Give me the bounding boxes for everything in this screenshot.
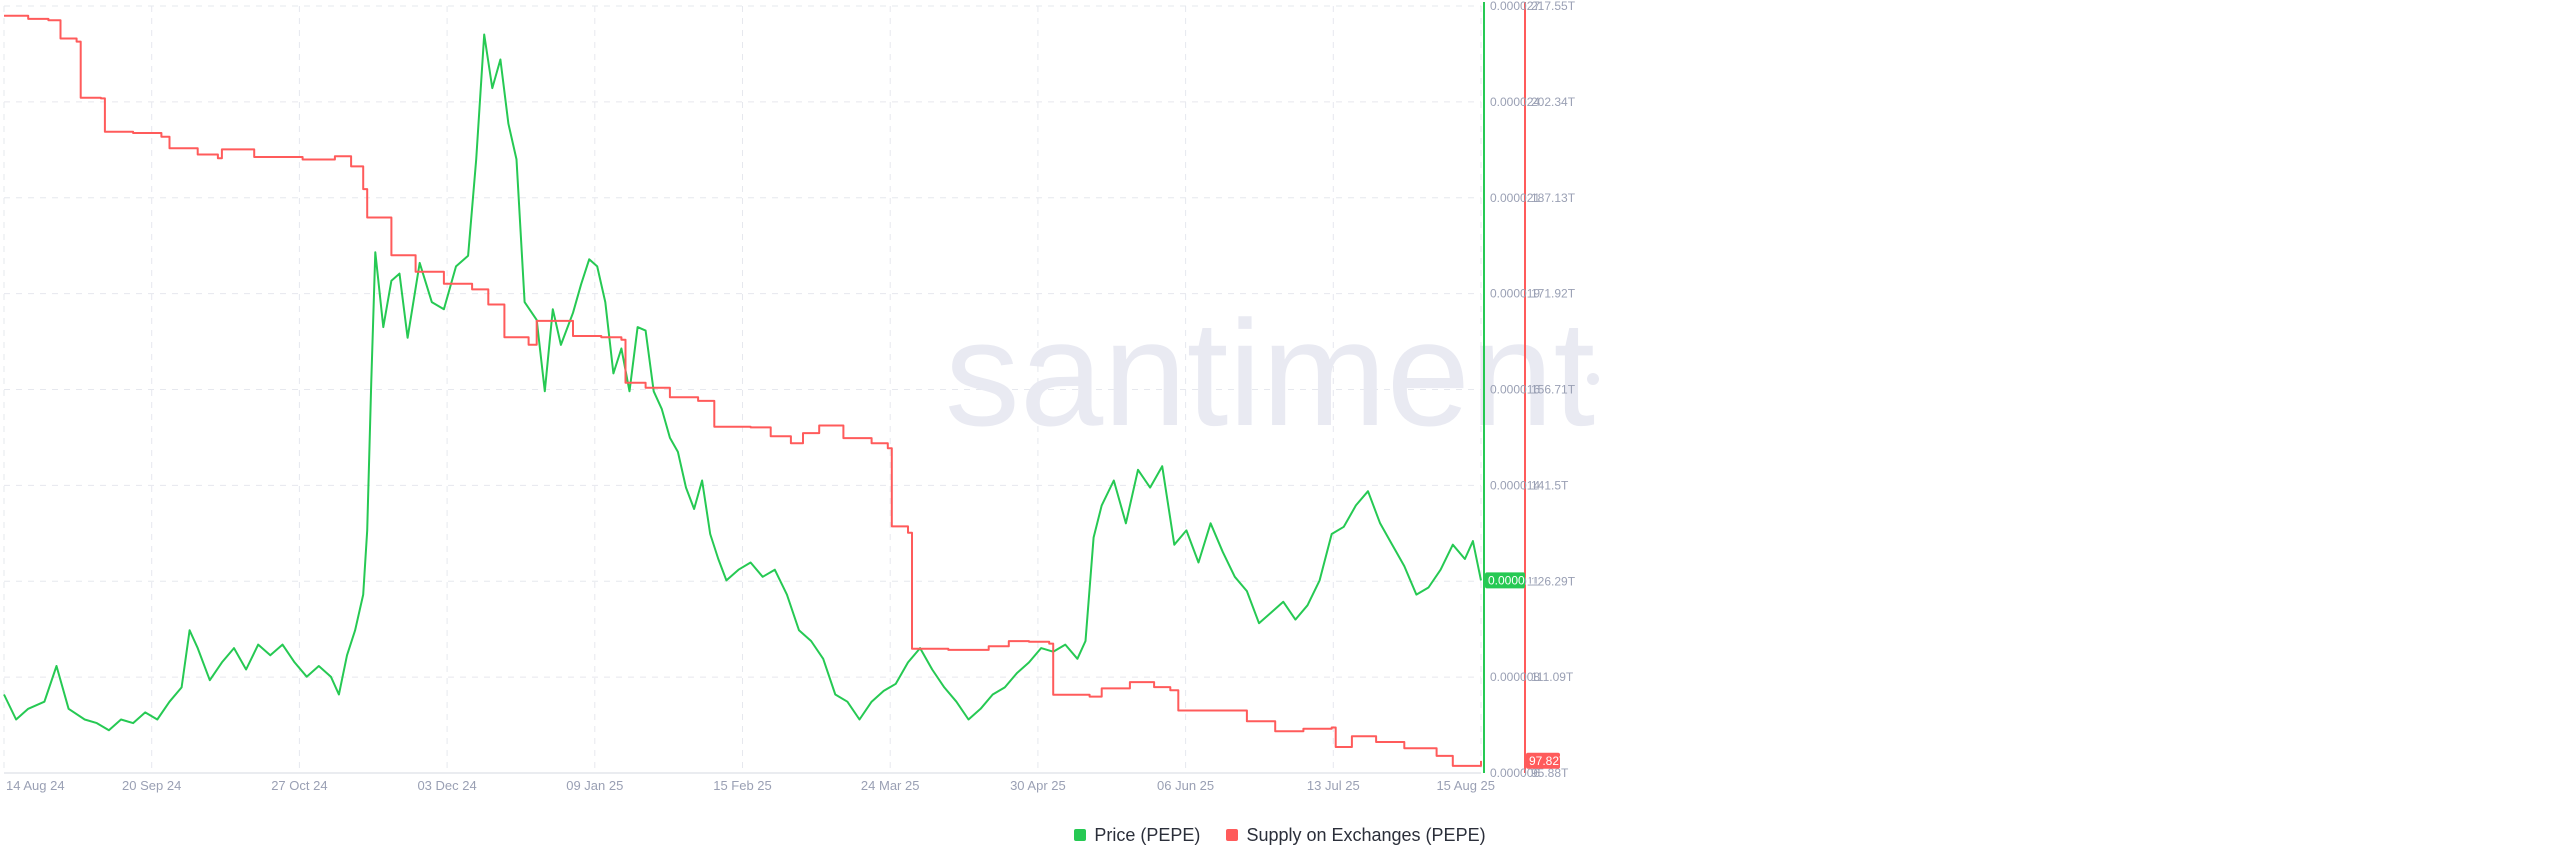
supply-tick-label: 111.09T	[1531, 670, 1574, 684]
legend-swatch-supply	[1226, 829, 1239, 841]
x-tick-label: 24 Mar 25	[861, 778, 920, 793]
price-tick-label: 0.000008	[1490, 670, 1540, 684]
x-tick-label: 15 Feb 25	[713, 778, 772, 793]
supply-current-badge	[1526, 752, 1560, 769]
price-tick-label: 0.000019	[1490, 287, 1540, 301]
price-tick-label: 0.000016	[1490, 383, 1540, 397]
supply-tick-label: 217.55T	[1531, 0, 1576, 13]
price-current-badge	[1485, 572, 1525, 589]
supply-tick-label: 202.34T	[1531, 95, 1576, 109]
legend-item-price[interactable]: Price (PEPE)	[1074, 825, 1200, 846]
supply-tick-label: 126.29T	[1531, 574, 1576, 588]
price-tick-label: 0.000027	[1490, 0, 1540, 13]
price-tick-label: 0.000021	[1490, 191, 1540, 205]
chart-legend: Price (PEPE) Supply on Exchanges (PEPE)	[0, 820, 2560, 850]
legend-item-supply[interactable]: Supply on Exchanges (PEPE)	[1226, 824, 1486, 846]
price-tick-label: 0.000024	[1490, 95, 1540, 109]
santiment-watermark: santiment	[945, 289, 1595, 457]
x-tick-label: 30 Apr 25	[1010, 778, 1066, 793]
legend-swatch-price	[1074, 829, 1087, 841]
legend-label-price: Price (PEPE)	[1094, 824, 1201, 845]
supply-tick-label: 95.88T	[1531, 766, 1569, 780]
x-tick-label: 20 Sep 24	[122, 778, 181, 793]
axes	[4, 2, 1526, 774]
watermark-dot	[1587, 373, 1599, 385]
x-tick-label: 15 Aug 25	[1436, 778, 1495, 793]
supply-tick-label: 141.5T	[1531, 478, 1569, 492]
grid-lines	[3, 5, 1482, 774]
supply-current-value: 97.82T	[1529, 754, 1567, 768]
price-current-value: 0.000011	[1488, 573, 1537, 587]
x-tick-label: 03 Dec 24	[417, 778, 476, 793]
legend-label-supply: Supply on Exchanges (PEPE)	[1246, 824, 1486, 845]
price-series-line	[3, 33, 1482, 732]
supply-tick-label: 171.92T	[1531, 287, 1576, 301]
supply-tick-label: 156.71T	[1531, 383, 1576, 397]
x-tick-label: 06 Jun 25	[1157, 778, 1214, 793]
price-tick-label: 0.000014	[1490, 478, 1540, 492]
supply-tick-label: 187.13T	[1531, 191, 1576, 205]
series	[3, 14, 1482, 767]
x-tick-label: 14 Aug 24	[6, 778, 65, 793]
x-tick-label: 27 Oct 24	[271, 778, 327, 793]
price-tick-label: 0.000006	[1490, 766, 1540, 780]
x-tick-label: 09 Jan 25	[566, 778, 623, 793]
x-tick-label: 13 Jul 25	[1307, 778, 1360, 793]
supply-series-line	[4, 14, 1482, 767]
